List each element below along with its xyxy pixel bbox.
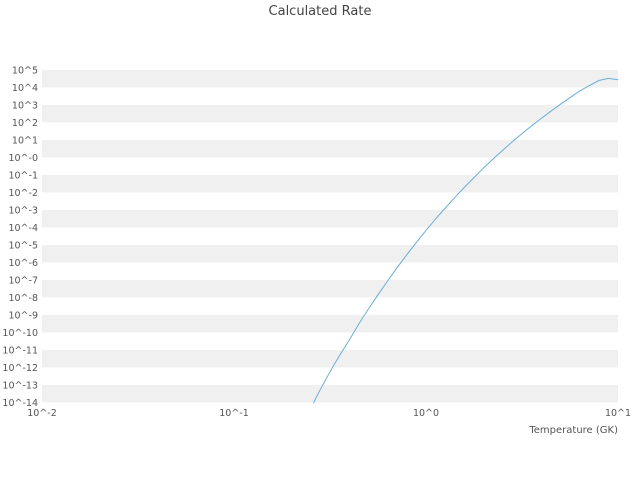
y-tick-label: 10^-9 [8,311,38,322]
x-axis-label: Temperature (GK) [529,425,618,436]
grid-band [42,245,618,263]
y-tick-label: 10^-4 [8,223,38,234]
y-tick-label: 10^-2 [8,188,38,199]
y-tick-label: 10^-0 [8,153,38,164]
y-tick-label: 10^-12 [2,363,38,374]
grid-band [42,350,618,368]
grid-band [42,315,618,333]
y-tick-label: 10^3 [12,101,38,112]
y-tick-label: 10^1 [12,136,38,147]
grid-band [42,70,618,88]
y-tick-label: 10^-10 [2,328,38,339]
y-tick-label: 10^-5 [8,241,38,252]
grid-band [42,280,618,298]
y-tick-label: 10^4 [12,83,38,94]
chart-title: Calculated Rate [268,4,372,19]
y-tick-label: 10^-8 [8,293,38,304]
grid-band [42,140,618,158]
grid-band [42,385,618,403]
calculated-rate-line [313,77,619,403]
grid-band [42,175,618,193]
y-tick-label: 10^5 [12,66,38,77]
y-tick-label: 10^-7 [8,276,38,287]
x-tick-label: 10^0 [413,408,439,419]
grid-band [42,210,618,228]
y-tick-label: 10^-1 [8,171,38,182]
grid-band [42,105,618,123]
y-tick-label: 10^2 [12,118,38,129]
y-tick-label: 10^-3 [8,206,38,217]
x-tick-label: 10^-1 [219,408,249,419]
y-tick-label: 10^-13 [2,381,38,392]
y-tick-label: 10^-11 [2,346,38,357]
x-tick-label: 10^-2 [27,408,57,419]
y-tick-label: 10^-14 [2,398,38,409]
y-tick-label: 10^-6 [8,258,38,269]
x-tick-label: 10^1 [605,408,631,419]
